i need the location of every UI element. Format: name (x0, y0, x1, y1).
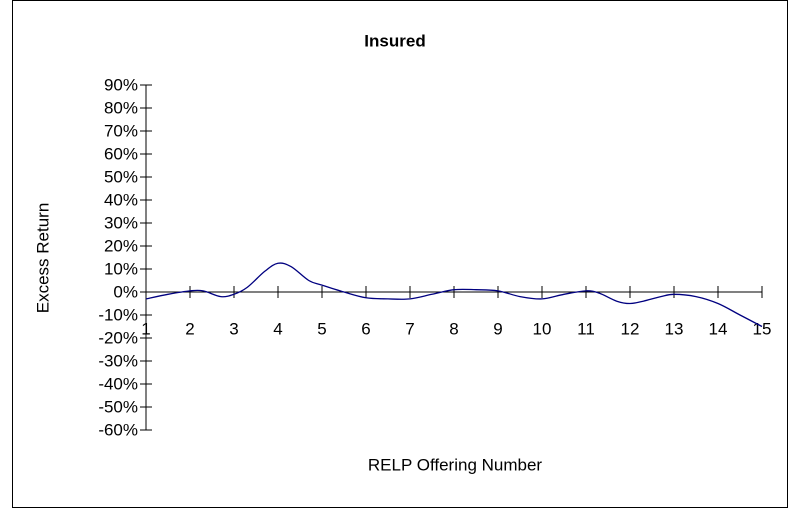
y-tick-label: -30% (98, 351, 138, 370)
x-tick-label: 1 (141, 319, 150, 338)
y-tick-label: 60% (104, 144, 138, 163)
y-tick-label: -60% (98, 420, 138, 439)
x-tick-label: 2 (185, 319, 194, 338)
y-tick-label: 80% (104, 98, 138, 117)
y-tick-label: 70% (104, 121, 138, 140)
y-tick-label: 50% (104, 167, 138, 186)
chart-title: Insured (364, 31, 425, 50)
y-tick-label: 30% (104, 213, 138, 232)
line-series (145, 262, 763, 328)
x-tick-label: 3 (229, 319, 238, 338)
y-tick-label: 10% (104, 259, 138, 278)
x-tick-label: 8 (449, 319, 458, 338)
x-tick-label: 4 (273, 319, 282, 338)
y-tick-label: 40% (104, 190, 138, 209)
x-tick-label: 10 (533, 319, 552, 338)
y-tick-label: -50% (98, 397, 138, 416)
x-tick-label: 14 (709, 319, 728, 338)
y-axis-title: Excess Return (33, 203, 52, 314)
y-tick-label: -20% (98, 328, 138, 347)
x-axis-title: RELP Offering Number (368, 455, 543, 474)
x-tick-label: 7 (405, 319, 414, 338)
x-tick-label: 12 (621, 319, 640, 338)
x-tick-label: 6 (361, 319, 370, 338)
x-tick-label: 11 (577, 319, 595, 338)
y-tick-label: 20% (104, 236, 138, 255)
y-tick-label: -10% (98, 305, 138, 324)
x-tick-label: 13 (665, 319, 684, 338)
y-tick-label: -40% (98, 374, 138, 393)
y-tick-label: 90% (104, 75, 138, 94)
x-tick-label: 5 (317, 319, 326, 338)
y-tick-label: 0% (113, 282, 138, 301)
x-tick-label: 9 (493, 319, 502, 338)
